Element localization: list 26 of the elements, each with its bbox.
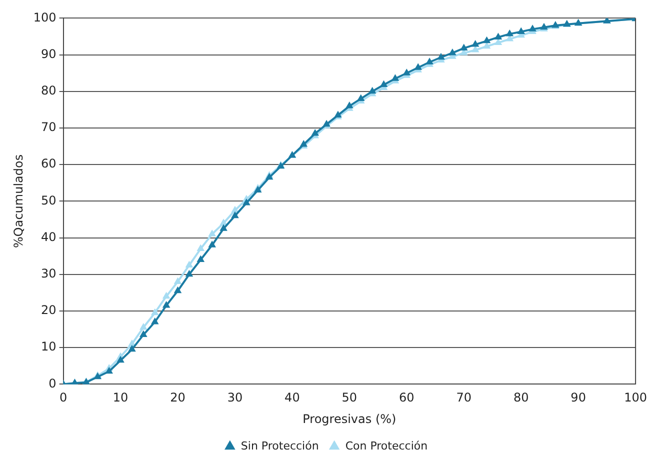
y-tick-label: 0 [48,376,56,390]
y-tick-label: 100 [33,10,56,24]
y-tick-label: 20 [41,303,56,318]
y-tick-label: 40 [41,230,56,244]
x-axis-title: Progresivas (%) [302,412,396,426]
x-tick-label: 70 [456,390,472,405]
y-tick-label: 60 [41,156,56,171]
legend-label: Sin Protección [240,439,319,452]
y-tick-label: 10 [41,340,56,354]
x-tick-label: 50 [342,390,358,405]
y-tick-label: 90 [41,46,56,61]
x-tick-label: 90 [570,390,586,405]
x-tick-label: 30 [227,390,243,405]
y-tick-label: 30 [41,266,56,281]
x-tick-label: 60 [399,390,414,405]
x-tick-label: 40 [284,390,300,405]
y-axis-title: %Qacumulados [11,154,26,248]
legend-label: Con Protección [345,439,428,452]
y-tick-label: 80 [41,84,56,98]
x-tick-label: 0 [59,390,68,405]
y-tick-label: 50 [41,193,56,208]
y-tick-label: 70 [41,120,56,134]
x-tick-label: 100 [624,390,647,405]
x-tick-label: 10 [112,390,128,405]
x-tick-label: 20 [170,390,186,405]
x-tick-label: 80 [513,390,529,405]
